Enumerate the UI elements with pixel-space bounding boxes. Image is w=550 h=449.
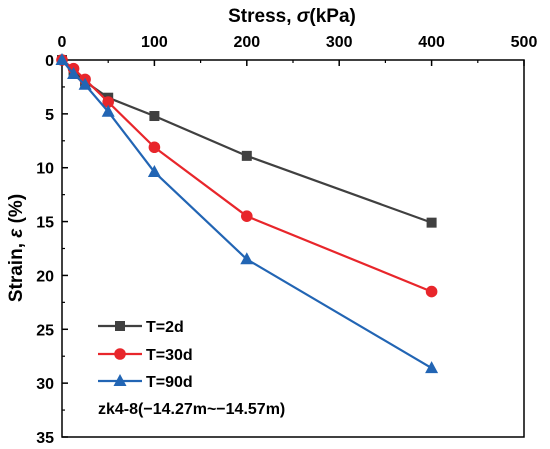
x-axis-title: Stress, σ(kPa) <box>228 6 356 27</box>
data-point <box>425 285 438 298</box>
y-tick-label: 20 <box>36 268 54 285</box>
data-point <box>78 77 92 90</box>
y-tick-label: 0 <box>45 53 54 70</box>
data-point <box>426 217 437 228</box>
data-point <box>148 141 161 154</box>
legend-item: T=30d <box>98 347 193 364</box>
legend-item: T=2d <box>98 319 184 336</box>
data-point <box>241 150 252 161</box>
y-axis-ticks: 0 5 10 15 20 25 30 35 <box>36 53 68 447</box>
sample-annotation: zk4-8(−14.27m~−14.57m) <box>98 401 285 418</box>
x-tick-label: 300 <box>326 34 353 51</box>
legend-marker <box>115 321 125 331</box>
data-point <box>425 361 439 374</box>
data-point <box>102 96 114 108</box>
legend: T=2d T=30d T=90d <box>98 319 193 391</box>
data-point <box>147 165 161 178</box>
y-tick-label: 15 <box>36 215 54 232</box>
y-axis-title: Strain, ε (%) <box>6 194 27 302</box>
data-point <box>101 104 115 117</box>
series-T-2d <box>57 55 437 228</box>
legend-marker <box>114 348 126 360</box>
series-T-90d <box>55 53 439 374</box>
legend-label: T=90d <box>146 374 193 391</box>
y-tick-label: 30 <box>36 376 54 393</box>
x-tick-label: 400 <box>418 34 445 51</box>
y-tick-label: 10 <box>36 161 54 178</box>
legend-label: T=30d <box>146 347 193 364</box>
y-tick-label: 5 <box>45 107 54 124</box>
x-tick-label: 500 <box>511 34 538 51</box>
legend-marker <box>113 374 127 386</box>
data-point <box>240 252 254 265</box>
series-layer <box>55 53 439 374</box>
y-tick-label: 35 <box>36 430 54 447</box>
data-point <box>55 53 69 65</box>
data-point <box>67 67 81 80</box>
series-line <box>61 59 432 224</box>
data-point <box>241 210 253 222</box>
x-tick-label: 200 <box>233 34 260 51</box>
x-tick-label: 0 <box>58 34 67 51</box>
x-axis-ticks: 0 100 200 300 400 500 <box>58 34 538 66</box>
x-tick-label: 100 <box>141 34 168 51</box>
legend-item: T=90d <box>98 374 193 391</box>
legend-label: T=2d <box>146 319 184 336</box>
y-tick-label: 25 <box>36 322 54 339</box>
data-point <box>149 111 160 122</box>
